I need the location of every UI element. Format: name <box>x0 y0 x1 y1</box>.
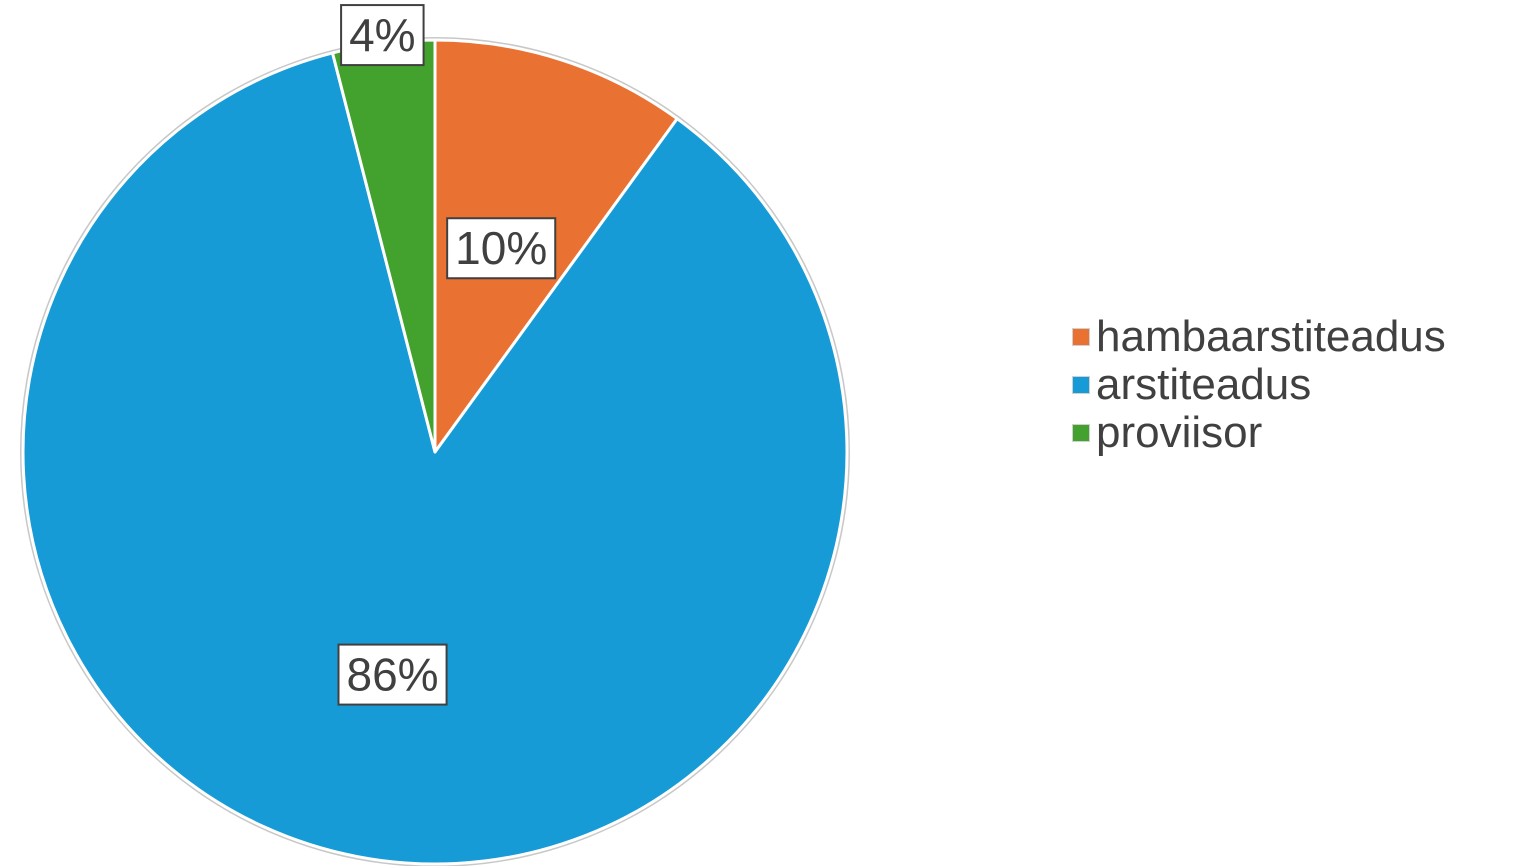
data-label-hambaarstiteadus: 10% <box>446 217 557 280</box>
data-label-text: 10% <box>455 222 547 274</box>
data-label-text: 4% <box>349 9 415 61</box>
data-label-arstiteadus: 86% <box>337 643 448 706</box>
data-label-box <box>340 4 425 67</box>
legend-label: proviisor <box>1096 408 1263 457</box>
legend-swatch-icon <box>1072 376 1090 394</box>
chart-legend: hambaarstiteadus arstiteadus proviisor <box>1072 314 1446 456</box>
legend-swatch-icon <box>1072 328 1090 346</box>
legend-label: hambaarstiteadus <box>1096 312 1446 361</box>
legend-item-proviisor[interactable]: proviisor <box>1072 410 1446 456</box>
legend-label: arstiteadus <box>1096 360 1312 409</box>
pie-slice-arstiteadus[interactable] <box>21 51 849 866</box>
legend-item-arstiteadus[interactable]: arstiteadus <box>1072 362 1446 408</box>
data-label-proviisor: 4% <box>340 4 425 67</box>
data-label-box <box>337 643 448 706</box>
data-label-box <box>446 217 557 280</box>
legend-swatch-icon <box>1072 424 1090 442</box>
pie-data-labels: 10% 86% 4% <box>337 4 557 706</box>
pie-slices <box>20 37 850 866</box>
legend-item-hambaarstiteadus[interactable]: hambaarstiteadus <box>1072 314 1446 360</box>
data-label-text: 86% <box>347 649 439 701</box>
